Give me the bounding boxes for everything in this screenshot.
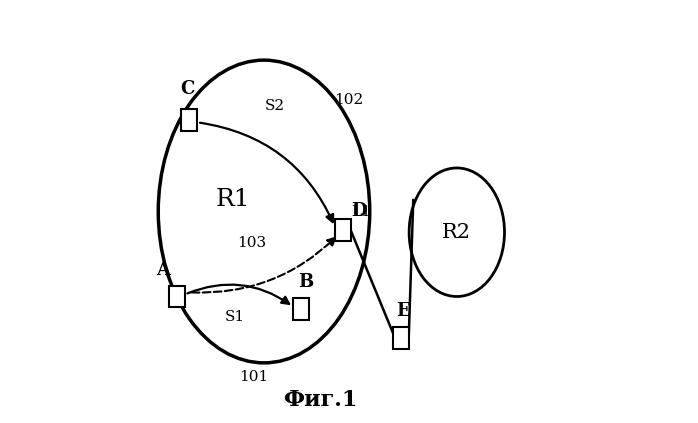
Text: 102: 102 (334, 93, 364, 107)
Bar (181, 110, 198, 131)
Text: S1: S1 (225, 310, 245, 324)
Text: 103: 103 (237, 236, 266, 250)
Text: E: E (396, 302, 410, 320)
Text: L1: L1 (352, 204, 371, 219)
Text: R2: R2 (441, 223, 470, 242)
Text: S2: S2 (265, 99, 284, 113)
Text: 101: 101 (239, 371, 268, 385)
Text: A: A (156, 261, 170, 279)
Bar (393, 327, 409, 349)
Text: D: D (350, 203, 366, 220)
Text: C: C (180, 80, 195, 98)
Text: B: B (298, 273, 313, 291)
Text: Фиг.1: Фиг.1 (283, 389, 357, 411)
Bar (293, 298, 309, 320)
Text: R1: R1 (216, 187, 250, 211)
Bar (335, 220, 350, 241)
Bar (169, 286, 185, 307)
